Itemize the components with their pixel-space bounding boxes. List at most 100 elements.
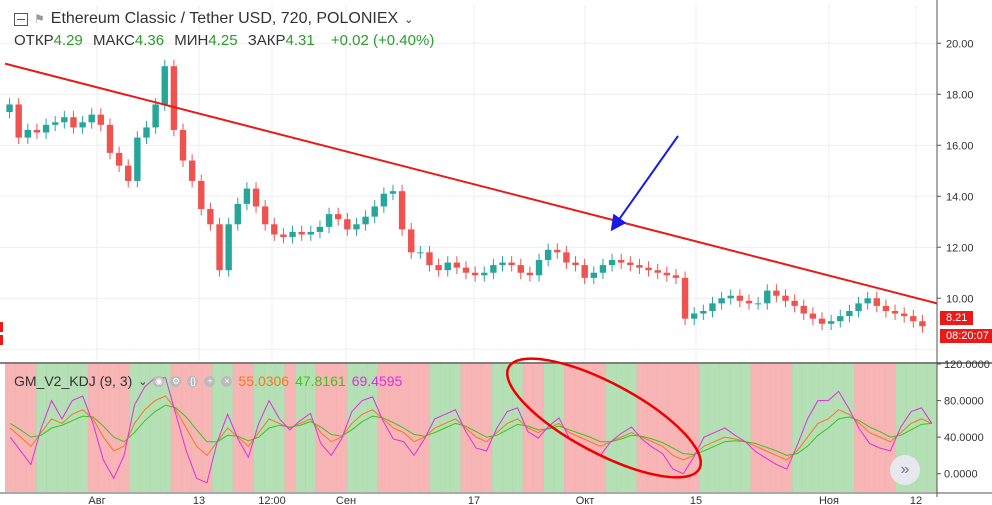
candle-body <box>462 267 470 273</box>
candle-body <box>499 262 506 266</box>
add-icon[interactable]: + <box>204 375 216 387</box>
candle-body <box>289 231 296 238</box>
kdj-zone <box>15 364 27 492</box>
kdj-zone <box>357 364 368 492</box>
candle-body <box>691 313 698 319</box>
candle-body <box>79 122 86 128</box>
kdj-zone <box>212 364 223 492</box>
chevron-down-icon[interactable]: ⌄ <box>138 375 148 388</box>
visibility-icon[interactable]: ◉ <box>153 375 165 387</box>
kdj-zone <box>512 364 524 492</box>
candle-body <box>179 129 187 161</box>
candle-body <box>809 313 817 319</box>
x-tick-label: 13 <box>193 495 205 505</box>
candle-body <box>563 252 570 263</box>
kdj-zone <box>118 364 130 492</box>
candle-body <box>298 231 305 235</box>
candle-body <box>371 206 378 217</box>
candle-body <box>882 305 890 311</box>
x-tick-label: 12 <box>910 495 922 505</box>
flag-icon[interactable]: ⚑ <box>34 12 45 26</box>
kdj-zone <box>481 364 493 492</box>
kdj-zone <box>905 364 917 492</box>
candle-body <box>243 188 251 204</box>
candle-body <box>61 117 68 123</box>
collapse-icon[interactable] <box>14 12 28 26</box>
candle-body <box>818 318 826 324</box>
candle-body <box>271 224 278 235</box>
candle-body <box>745 300 753 304</box>
kdj-zone <box>926 364 938 492</box>
candle-body <box>700 311 707 314</box>
kdj-zone <box>450 364 462 492</box>
candle-body <box>88 114 95 123</box>
candle-body <box>672 275 680 278</box>
x-tick-label: Окт <box>576 495 595 505</box>
indicator-name[interactable]: GM_V2_KDJ (9, 3) <box>14 373 133 389</box>
kdj-zone <box>336 364 348 492</box>
candle-body <box>325 214 333 227</box>
kdj-zone <box>533 364 544 492</box>
grid-lines <box>0 5 937 362</box>
j-value: 69.4595 <box>351 373 403 389</box>
candle-body <box>855 303 862 311</box>
candle-body <box>426 252 433 266</box>
candle-body <box>106 124 114 153</box>
chevron-down-icon[interactable]: ⌄ <box>404 13 414 26</box>
candle-body <box>125 165 132 181</box>
kdj-zone <box>201 364 213 492</box>
candle-body <box>471 272 479 276</box>
price-axis-bg <box>937 0 992 505</box>
kdj-zone <box>698 364 710 492</box>
candle-body <box>572 262 579 266</box>
kdj-zone <box>885 364 897 492</box>
kdj-zone <box>843 364 855 492</box>
left-edge-marker <box>0 335 3 345</box>
kdj-zone <box>56 364 68 492</box>
x-tick-label: Авг <box>88 495 105 505</box>
candle-body <box>152 104 159 128</box>
candle-body <box>216 224 223 271</box>
candle-body <box>554 249 561 253</box>
candle-body <box>544 249 552 260</box>
source-code-icon[interactable]: {} <box>187 375 199 387</box>
candle-body <box>188 160 196 181</box>
kdj-zone <box>98 364 110 492</box>
candle-body <box>663 272 671 276</box>
candlestick-series <box>6 59 926 333</box>
red-ellipse <box>505 357 703 479</box>
candle-body <box>398 191 406 230</box>
candle-body <box>316 226 324 232</box>
candle-body <box>417 252 424 254</box>
kdj-lines <box>9 377 933 484</box>
candle-body <box>773 290 780 296</box>
candle-body <box>389 191 397 194</box>
kdj-zone <box>170 364 182 492</box>
symbol-legend: ⚑ Ethereum Classic / Tether USD, 720, PO… <box>14 10 434 49</box>
kdj-zone <box>771 364 783 492</box>
candle-body <box>33 129 41 133</box>
kdj-zone <box>636 364 648 492</box>
kdj-zone <box>688 364 700 492</box>
kdj-zone <box>895 364 907 492</box>
candle-body <box>627 262 634 266</box>
kdj-line-d <box>9 404 932 456</box>
settings-icon[interactable]: ⚙ <box>170 375 182 387</box>
scroll-to-realtime-button[interactable]: » <box>890 455 920 485</box>
indicator-y-tick-label: 120.0000 <box>944 359 990 371</box>
candle-body <box>344 219 351 230</box>
candle-body <box>864 298 871 304</box>
kdj-zone <box>833 364 845 492</box>
symbol-title[interactable]: Ethereum Classic / Tether USD, 720, POLO… <box>50 10 399 27</box>
kdj-zone <box>584 364 596 492</box>
blue-arrow <box>610 135 679 232</box>
candle-body <box>70 117 77 128</box>
candle-body <box>617 260 625 263</box>
candle-body <box>15 104 22 138</box>
change-value: +0.02 (+0.40%) <box>330 32 435 49</box>
candle-body <box>353 224 360 230</box>
candle-body <box>143 127 150 138</box>
close-icon[interactable]: × <box>221 375 233 387</box>
